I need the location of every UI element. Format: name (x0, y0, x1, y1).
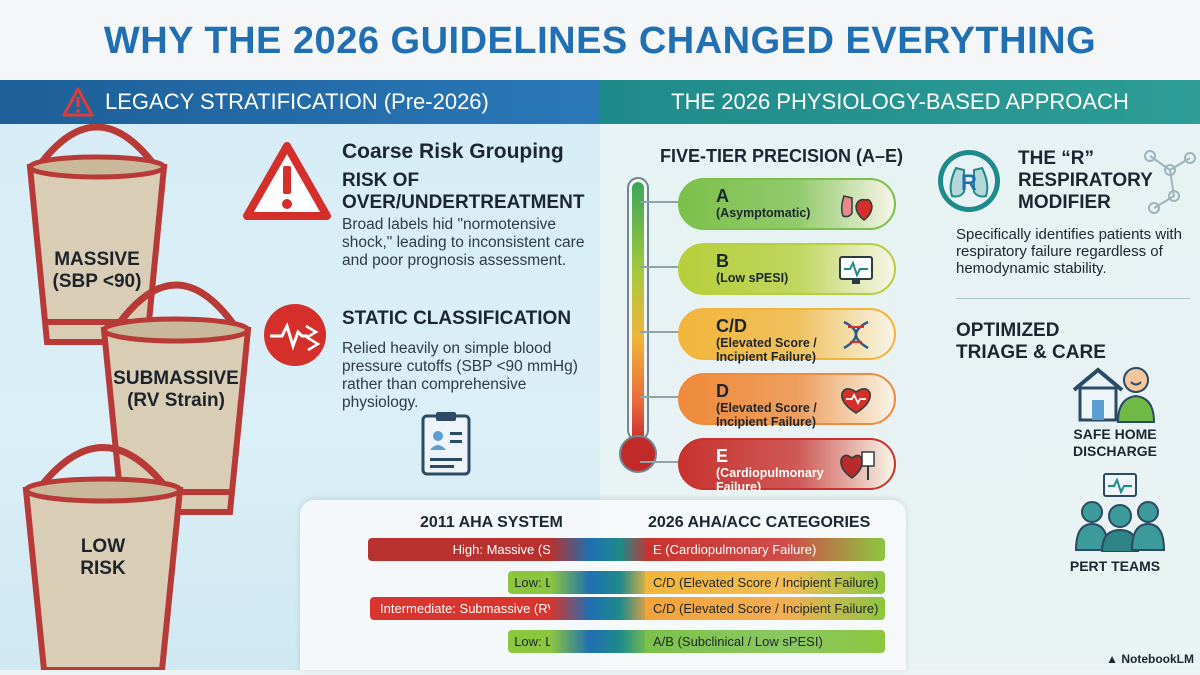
tier-letter: C/D (716, 316, 747, 336)
brand-label: ▲︎ NotebookLM (1106, 652, 1194, 666)
tier-b: B (Low sPESI) (678, 243, 896, 295)
pert-teams-label: PERT TEAMS (1069, 558, 1161, 574)
row-connector (550, 630, 650, 653)
optimized-triage-title: OPTIMIZED TRIAGE & CARE (956, 320, 1106, 364)
bucket-submassive-label: SUBMASSIVE (RV Strain) (96, 368, 256, 412)
divider (956, 298, 1190, 299)
bucket-line2: (RV Strain) (127, 390, 225, 411)
tier-letter: E (716, 446, 729, 466)
tier-desc: Incipient Failure) (716, 350, 817, 364)
legacy-panel: LEGACY STRATIFICATION (Pre-2026) MASSIVE… (0, 80, 600, 673)
molecule-icon (1144, 150, 1196, 214)
static-classification-title: STATIC CLASSIFICATION (342, 308, 572, 329)
home-label-line1: SAFE HOME (1073, 426, 1157, 442)
row-2026-category: C/D (Elevated Score / Incipient Failure) (645, 597, 885, 620)
alert-triangle-icon (243, 142, 331, 220)
home-person-icon (1072, 367, 1156, 423)
row-2026-category: E (Cardiopulmonary Failure) (645, 538, 885, 561)
five-tier-title: FIVE-TIER PRECISION (A–E) (660, 146, 904, 166)
bucket-massive: MASSIVE (SBP <90) (22, 122, 172, 352)
pulse-arrows-icon (264, 304, 326, 366)
resp-title-line3: MODIFIER (1018, 192, 1111, 213)
resp-title-line1: THE “R” (1018, 148, 1094, 169)
legacy-header-label: LEGACY STRATIFICATION (Pre-2026) (105, 89, 489, 114)
thermometer-icon (619, 177, 657, 473)
coarse-risk-sub2: OVER/UNDERTREATMENT (342, 192, 585, 213)
tier-a: A (Asymptomatic) (678, 178, 896, 230)
heart-pulse-icon (841, 388, 871, 414)
bucket-line1: SUBMASSIVE (113, 368, 239, 389)
heart-monitor-icon (840, 451, 875, 480)
bucket-line2: (SBP <90) (52, 271, 142, 292)
coarse-risk-title: Coarse Risk Grouping (342, 140, 564, 163)
tier-e: E (Cardiopulmonary Failure) (678, 438, 896, 494)
comparison-row: Low: Low RiskC/D (Elevated Score / Incip… (300, 571, 906, 594)
resp-title-line2: RESPIRATORY (1018, 170, 1153, 191)
bucket-line1: MASSIVE (54, 249, 140, 270)
static-classification-text: Relied heavily on simple blood pressure … (342, 340, 578, 411)
row-2026-category: A/B (Subclinical / Low sPESI) (645, 630, 885, 653)
row-connector (550, 538, 650, 561)
tier-d: D (Elevated Score / Incipient Failure) (678, 373, 896, 429)
coarse-risk-block: Coarse Risk Grouping RISK OF OVER/UNDERT… (342, 140, 592, 270)
lungs-heart-icon (840, 195, 873, 221)
tier-desc: (Low sPESI) (716, 271, 789, 285)
dna-icon (843, 320, 869, 350)
coarse-risk-sub1: RISK OF (342, 170, 420, 191)
tier-letter: D (716, 381, 729, 401)
tier-letter: A (716, 186, 729, 206)
row-2011-category: Intermediate: Submassive (RV Strain) (370, 597, 606, 620)
lungs-r-icon: R (938, 150, 1000, 212)
tier-connectors (640, 201, 680, 463)
coarse-risk-text: Broad labels hid "normotensive shock," l… (342, 216, 585, 269)
bucket-line1: LOW (80, 536, 126, 557)
bucket-massive-label: MASSIVE (SBP <90) (22, 249, 172, 293)
respiratory-modifier-text: Specifically identifies patients with re… (956, 226, 1182, 277)
col-head-2011: 2011 AHA SYSTEM (420, 514, 563, 531)
row-connector (550, 571, 650, 594)
static-classification-block: STATIC CLASSIFICATION Relied heavily on … (342, 308, 592, 412)
comparison-table: 2011 AHA SYSTEM 2026 AHA/ACC CATEGORIES … (300, 500, 906, 670)
brand-text: NotebookLM (1121, 652, 1194, 666)
safe-home-discharge-label: SAFE HOME DISCHARGE (1055, 426, 1175, 460)
col-head-2026: 2026 AHA/ACC CATEGORIES (648, 514, 871, 531)
comparison-row: High: Massive (SBP <90) E (Cardiopulmonar… (300, 538, 906, 561)
physiology-header: THE 2026 PHYSIOLOGY-BASED APPROACH (600, 80, 1200, 124)
svg-text:R: R (961, 170, 977, 195)
bucket-icon (26, 123, 168, 345)
warning-icon (62, 87, 94, 117)
brand-logo-icon: ▲︎ (1106, 652, 1118, 666)
tier-desc: (Elevated Score / (716, 401, 817, 415)
respiratory-modifier-title: THE “R” RESPIRATORY MODIFIER (1018, 148, 1153, 214)
row-connector (550, 597, 650, 620)
row-2026-category: C/D (Elevated Score / Incipient Failure) (645, 571, 885, 594)
tier-desc: (Cardiopulmonary (716, 466, 824, 480)
monitor-icon (839, 256, 873, 284)
pert-team-icon (1074, 473, 1166, 552)
home-label-line2: DISCHARGE (1072, 443, 1157, 459)
triage-title-line1: OPTIMIZED (956, 320, 1060, 341)
comparison-row: Low: Low RiskA/B (Subclinical / Low sPES… (300, 630, 906, 653)
bucket-low-risk: LOW RISK (18, 440, 188, 673)
tier-desc: (Asymptomatic) (716, 206, 811, 220)
tier-cd: C/D (Elevated Score / Incipient Failure) (678, 308, 896, 364)
tier-letter: B (716, 251, 729, 271)
tier-desc: Incipient Failure) (716, 415, 817, 429)
clipboard-icon (421, 412, 471, 476)
bucket-line2: RISK (80, 558, 126, 579)
page-title: WHY THE 2026 GUIDELINES CHANGED EVERYTHI… (0, 0, 1200, 80)
bucket-low-risk-label: LOW RISK (18, 536, 188, 580)
comparison-row: Intermediate: Submassive (RV Strain) C/D … (300, 597, 906, 620)
legacy-header: LEGACY STRATIFICATION (Pre-2026) (0, 80, 600, 124)
triage-title-line2: TRIAGE & CARE (956, 342, 1106, 363)
tier-desc: Failure) (716, 480, 762, 494)
tier-desc: (Elevated Score / (716, 336, 817, 350)
